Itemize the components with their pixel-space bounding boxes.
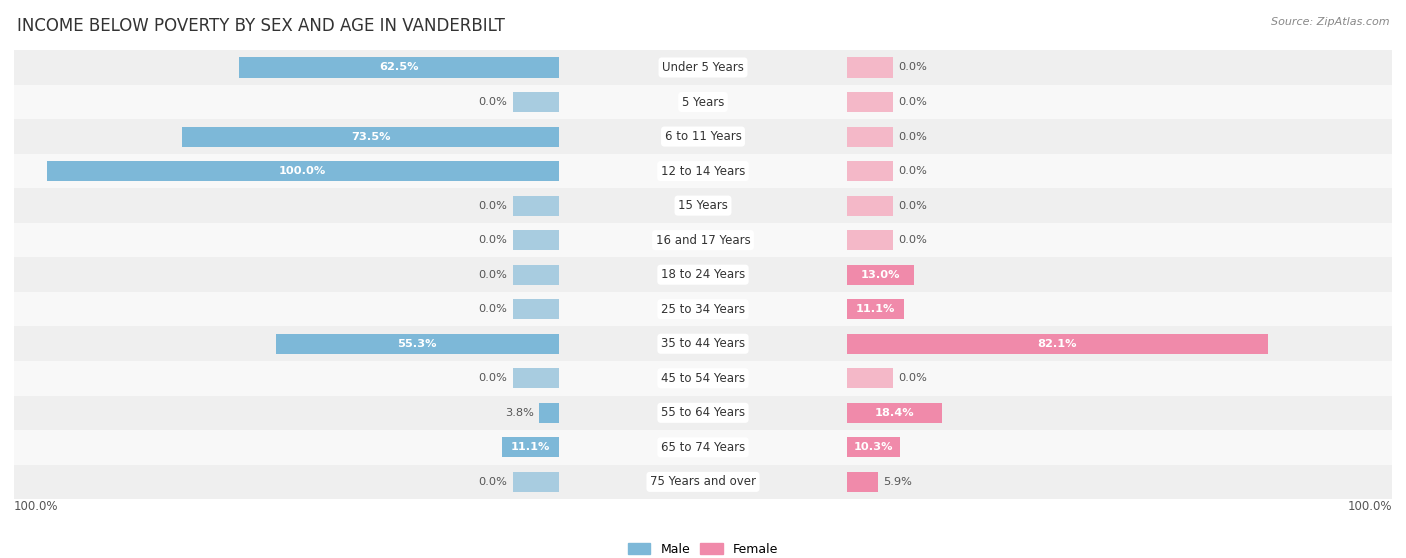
Bar	[848, 472, 877, 492]
Bar	[848, 334, 1268, 354]
Bar	[14, 154, 1392, 189]
Bar	[513, 92, 558, 112]
Text: 0.0%: 0.0%	[898, 201, 928, 210]
Text: 6 to 11 Years: 6 to 11 Years	[665, 130, 741, 143]
Bar	[183, 127, 558, 147]
Bar	[14, 396, 1392, 430]
Text: 0.0%: 0.0%	[478, 201, 508, 210]
Text: 55 to 64 Years: 55 to 64 Years	[661, 406, 745, 419]
Text: Under 5 Years: Under 5 Years	[662, 61, 744, 74]
Bar	[46, 161, 558, 181]
Bar	[14, 189, 1392, 223]
Bar	[513, 196, 558, 215]
Bar	[848, 161, 893, 181]
Bar	[14, 361, 1392, 396]
Text: 10.3%: 10.3%	[853, 442, 893, 453]
Text: 16 and 17 Years: 16 and 17 Years	[655, 234, 751, 247]
Bar	[14, 430, 1392, 465]
Bar	[14, 292, 1392, 326]
Bar	[502, 437, 558, 458]
Text: 13.0%: 13.0%	[860, 270, 900, 280]
Bar	[14, 50, 1392, 85]
Text: 0.0%: 0.0%	[898, 97, 928, 107]
Bar	[14, 119, 1392, 154]
Bar	[14, 257, 1392, 292]
Bar	[540, 403, 558, 423]
Text: 82.1%: 82.1%	[1038, 339, 1077, 349]
Bar	[848, 230, 893, 250]
Bar	[848, 92, 893, 112]
Bar	[848, 264, 914, 285]
Text: 25 to 34 Years: 25 to 34 Years	[661, 303, 745, 316]
Text: 5 Years: 5 Years	[682, 95, 724, 108]
Bar	[848, 403, 942, 423]
Text: 0.0%: 0.0%	[478, 477, 508, 487]
Bar	[14, 223, 1392, 257]
Text: 62.5%: 62.5%	[380, 62, 419, 73]
Text: 15 Years: 15 Years	[678, 199, 728, 212]
Bar	[848, 299, 904, 319]
Text: 12 to 14 Years: 12 to 14 Years	[661, 165, 745, 177]
Text: 18 to 24 Years: 18 to 24 Years	[661, 268, 745, 281]
Text: 0.0%: 0.0%	[898, 166, 928, 176]
Text: 0.0%: 0.0%	[898, 62, 928, 73]
Text: 73.5%: 73.5%	[352, 132, 391, 142]
Bar	[513, 472, 558, 492]
Text: 45 to 54 Years: 45 to 54 Years	[661, 372, 745, 385]
Text: 0.0%: 0.0%	[478, 235, 508, 245]
Bar	[513, 230, 558, 250]
Text: Source: ZipAtlas.com: Source: ZipAtlas.com	[1271, 17, 1389, 27]
Text: 0.0%: 0.0%	[898, 235, 928, 245]
Text: 0.0%: 0.0%	[898, 373, 928, 383]
Text: 55.3%: 55.3%	[398, 339, 437, 349]
Text: 0.0%: 0.0%	[478, 97, 508, 107]
Bar	[513, 264, 558, 285]
Bar	[239, 57, 558, 78]
Text: 100.0%: 100.0%	[280, 166, 326, 176]
Text: 75 Years and over: 75 Years and over	[650, 475, 756, 488]
Bar	[848, 127, 893, 147]
Text: 100.0%: 100.0%	[14, 500, 59, 513]
Bar	[848, 57, 893, 78]
Text: 18.4%: 18.4%	[875, 408, 914, 418]
Bar	[14, 465, 1392, 499]
Text: 0.0%: 0.0%	[478, 270, 508, 280]
Text: 65 to 74 Years: 65 to 74 Years	[661, 441, 745, 454]
Text: 0.0%: 0.0%	[898, 132, 928, 142]
Text: 3.8%: 3.8%	[505, 408, 534, 418]
Text: 11.1%: 11.1%	[510, 442, 550, 453]
Bar	[848, 196, 893, 215]
Bar	[14, 326, 1392, 361]
Bar	[848, 368, 893, 388]
Bar	[513, 299, 558, 319]
Bar	[276, 334, 558, 354]
Text: 0.0%: 0.0%	[478, 304, 508, 314]
Text: 11.1%: 11.1%	[856, 304, 896, 314]
Text: 35 to 44 Years: 35 to 44 Years	[661, 337, 745, 350]
Bar	[848, 437, 900, 458]
Bar	[14, 85, 1392, 119]
Text: 5.9%: 5.9%	[883, 477, 911, 487]
Text: 100.0%: 100.0%	[1347, 500, 1392, 513]
Bar	[513, 368, 558, 388]
Text: 0.0%: 0.0%	[478, 373, 508, 383]
Legend: Male, Female: Male, Female	[623, 538, 783, 558]
Text: INCOME BELOW POVERTY BY SEX AND AGE IN VANDERBILT: INCOME BELOW POVERTY BY SEX AND AGE IN V…	[17, 17, 505, 35]
